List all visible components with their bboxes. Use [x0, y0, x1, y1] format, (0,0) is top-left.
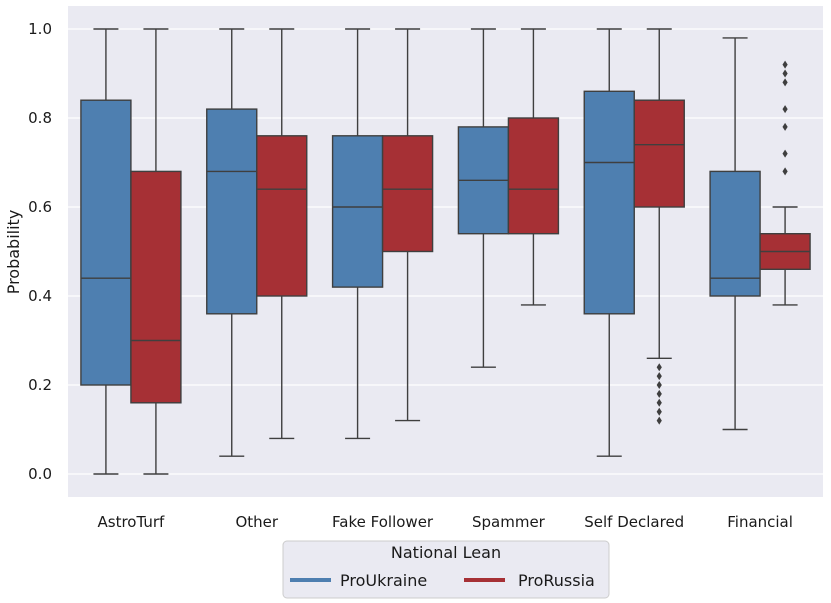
boxes [80, 28, 811, 475]
legend-title: National Lean [391, 543, 501, 562]
x-tick-label-other: Other [235, 513, 278, 531]
iqr-box [583, 90, 635, 315]
iqr-box [206, 108, 258, 315]
y-tick-label: 0.6 [28, 198, 52, 216]
outlier-point [656, 372, 662, 381]
legend: National Lean ProUkraine ProRussia [282, 540, 610, 599]
outlier-point [782, 105, 788, 114]
box-financial-prorussia [759, 60, 811, 306]
iqr-box [331, 135, 384, 288]
plot-background [68, 6, 823, 497]
legend-label-proukraine: ProUkraine [340, 571, 427, 590]
outlier-point [656, 389, 662, 398]
iqr-box [633, 99, 685, 208]
box-spammer-prorussia [507, 28, 560, 306]
outlier-point [656, 381, 662, 389]
legend-frame [282, 540, 610, 599]
box-fake-follower-proukraine [331, 28, 384, 440]
outlier-point [656, 407, 662, 416]
x-tick-label-financial: Financial [727, 513, 793, 531]
outlier-point [782, 149, 788, 158]
outlier-point [656, 363, 662, 372]
y-tick-label: 0.8 [28, 109, 52, 127]
iqr-box [507, 117, 560, 235]
x-tick-label-spammer: Spammer [472, 513, 546, 531]
iqr-box [709, 170, 761, 297]
outlier-point [656, 398, 662, 407]
box-astroturf-prorussia [130, 28, 182, 475]
box-astroturf-proukraine [80, 28, 132, 475]
x-tick-label-self-declared: Self Declared [584, 513, 684, 531]
outlier-point [782, 78, 788, 87]
legend-label-prorussia: ProRussia [518, 571, 595, 590]
x-tick-label-fake-follower: Fake Follower [332, 513, 434, 531]
y-tick-label: 0.4 [28, 287, 52, 305]
outlier-point [782, 122, 788, 131]
iqr-box [80, 99, 132, 386]
grid-lines [68, 28, 823, 475]
outlier-point [656, 416, 662, 425]
outlier-point [782, 60, 788, 69]
y-tick-label: 0.2 [28, 376, 52, 394]
y-axis-title: Probability [4, 210, 23, 295]
box-other-prorussia [256, 28, 308, 440]
box-self-declared-prorussia [633, 28, 685, 425]
box-spammer-proukraine [457, 28, 510, 368]
x-tick-label-astroturf: AstroTurf [98, 513, 166, 531]
y-tick-label: 1.0 [28, 20, 52, 38]
x-tick-labels: AstroTurf Other Fake Follower Spammer Self D… [98, 513, 793, 531]
box-financial-proukraine [709, 37, 761, 431]
outlier-point [782, 69, 788, 78]
y-tick-label: 0.0 [28, 465, 52, 483]
y-tick-labels: 0.0 0.2 0.4 0.6 0.8 1.0 [28, 20, 52, 483]
iqr-box [130, 170, 182, 404]
box-self-declared-proukraine [583, 28, 635, 457]
iqr-box [256, 135, 308, 297]
iqr-box [381, 135, 434, 253]
box-other-proukraine [206, 28, 258, 457]
box-fake-follower-prorussia [381, 28, 434, 422]
outlier-point [782, 167, 788, 176]
